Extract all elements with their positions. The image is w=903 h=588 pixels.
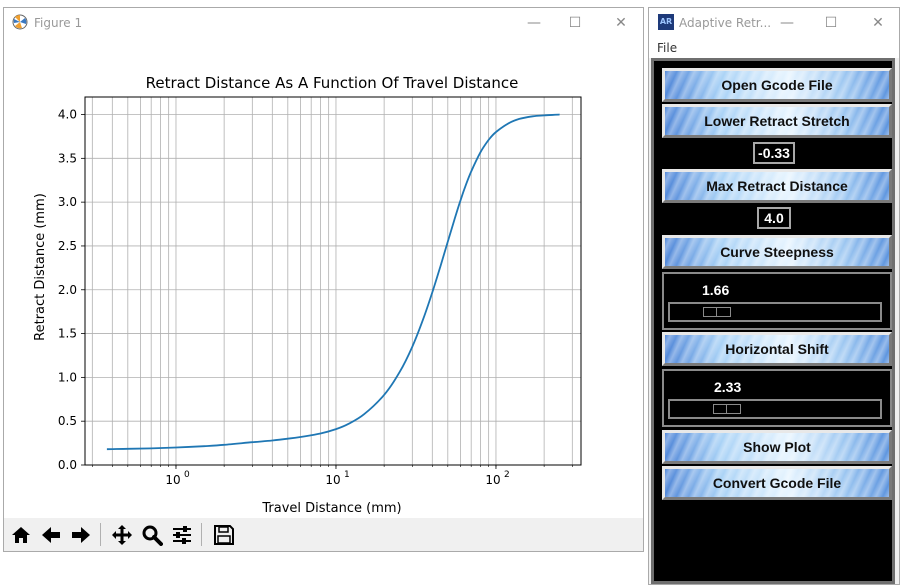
curve-steepness-slider-panel: 1.66	[662, 272, 892, 330]
y-tick-label: 1.0	[58, 370, 77, 384]
x-axis-label: Travel Distance (mm)	[261, 501, 401, 516]
y-tick-label: 2.0	[58, 283, 77, 297]
horizontal-shift-label: Horizontal Shift	[662, 332, 892, 366]
control-panel: Open Gcode File Lower Retract Stretch -0…	[651, 58, 895, 584]
y-tick-label: 0.0	[58, 458, 77, 472]
home-icon[interactable]	[7, 521, 34, 548]
retract-chart: 0.0 0.5 1.0 1.5 2.0 2.5 3.0 3.5 4.0 10 0 10 1 10 2 Ret…	[33, 74, 582, 516]
convert-gcode-button[interactable]: Convert Gcode File	[662, 466, 892, 500]
menu-bar: File	[649, 38, 899, 58]
ar-titlebar[interactable]: AR Adaptive Retr... — ☐ ✕	[649, 8, 899, 38]
forward-arrow-icon[interactable]	[67, 521, 94, 548]
maximize-button[interactable]: ☐	[824, 15, 838, 31]
y-tick-label: 1.5	[58, 327, 77, 341]
retract-curve-line	[106, 113, 560, 451]
lower-retract-stretch-label: Lower Retract Stretch	[662, 104, 892, 138]
axes-frame	[84, 96, 582, 466]
y-tick-label: 4.0	[58, 108, 77, 122]
max-retract-distance-label: Max Retract Distance	[662, 169, 892, 203]
y-tick-label: 0.5	[58, 414, 77, 428]
x-tick-label: 10	[165, 473, 180, 487]
figure-titlebar[interactable]: Figure 1 — ☐ ✕	[4, 8, 643, 38]
toolbar-separator	[100, 523, 101, 546]
pan-icon[interactable]	[108, 521, 135, 548]
maximize-button[interactable]: ☐	[568, 15, 582, 31]
curve-steepness-label: Curve Steepness	[662, 235, 892, 269]
save-icon[interactable]	[210, 521, 237, 548]
close-button[interactable]: ✕	[615, 15, 627, 31]
chart-title: Retract Distance As A Function Of Travel…	[146, 74, 519, 92]
tick-marks: 0.0 0.5 1.0 1.5 2.0 2.5 3.0 3.5 4.0 10 0 10 1 10 2	[58, 108, 573, 487]
curve-steepness-slider[interactable]	[668, 302, 882, 322]
horizontal-shift-slider-panel: 2.33	[662, 369, 892, 427]
toolbar-separator	[201, 523, 202, 546]
lower-retract-value[interactable]: -0.33	[753, 142, 795, 164]
x-tick-exponent: 2	[504, 470, 510, 480]
menu-file[interactable]: File	[657, 41, 678, 55]
adaptive-retract-window: AR Adaptive Retr... — ☐ ✕ File Open Gcod…	[648, 7, 900, 585]
horizontal-shift-value: 2.33	[714, 379, 742, 395]
curve-steepness-value: 1.66	[702, 282, 730, 298]
max-retract-value[interactable]: 4.0	[757, 207, 791, 229]
curve-steepness-slider-handle[interactable]	[703, 307, 731, 317]
navigation-toolbar	[4, 518, 643, 551]
horizontal-shift-slider[interactable]	[668, 399, 882, 419]
zoom-icon[interactable]	[138, 521, 165, 548]
minimize-button[interactable]: —	[780, 15, 794, 31]
figure-window-title: Figure 1	[34, 16, 83, 30]
close-button[interactable]: ✕	[872, 15, 884, 31]
y-tick-label: 3.5	[58, 151, 77, 165]
x-tick-label: 10	[325, 473, 340, 487]
x-tick-exponent: 1	[344, 470, 350, 480]
figure-window: Figure 1 — ☐ ✕ 0.0 0.5 1.0 1.5 2.0 2.5 3.0 3.5 4…	[3, 7, 644, 552]
configure-subplots-icon[interactable]	[168, 521, 195, 548]
show-plot-button[interactable]: Show Plot	[662, 430, 892, 464]
grid-lines	[85, 97, 581, 466]
app-logo-icon: AR	[658, 14, 674, 30]
x-tick-exponent: 0	[184, 470, 190, 480]
minimize-button[interactable]: —	[527, 15, 541, 31]
ar-window-title: Adaptive Retr...	[679, 16, 772, 30]
series-layer	[106, 113, 560, 451]
back-arrow-icon[interactable]	[37, 521, 64, 548]
x-tick-label: 10	[485, 473, 500, 487]
y-tick-label: 2.5	[58, 239, 77, 253]
y-tick-label: 3.0	[58, 195, 77, 209]
y-axis-label: Retract Distance (mm)	[33, 193, 48, 341]
plot-canvas[interactable]: 0.0 0.5 1.0 1.5 2.0 2.5 3.0 3.5 4.0 10 0 10 1 10 2 Ret…	[4, 38, 643, 518]
horizontal-shift-slider-handle[interactable]	[713, 404, 741, 414]
open-gcode-button[interactable]: Open Gcode File	[662, 68, 892, 102]
matplotlib-logo-icon	[12, 14, 28, 30]
